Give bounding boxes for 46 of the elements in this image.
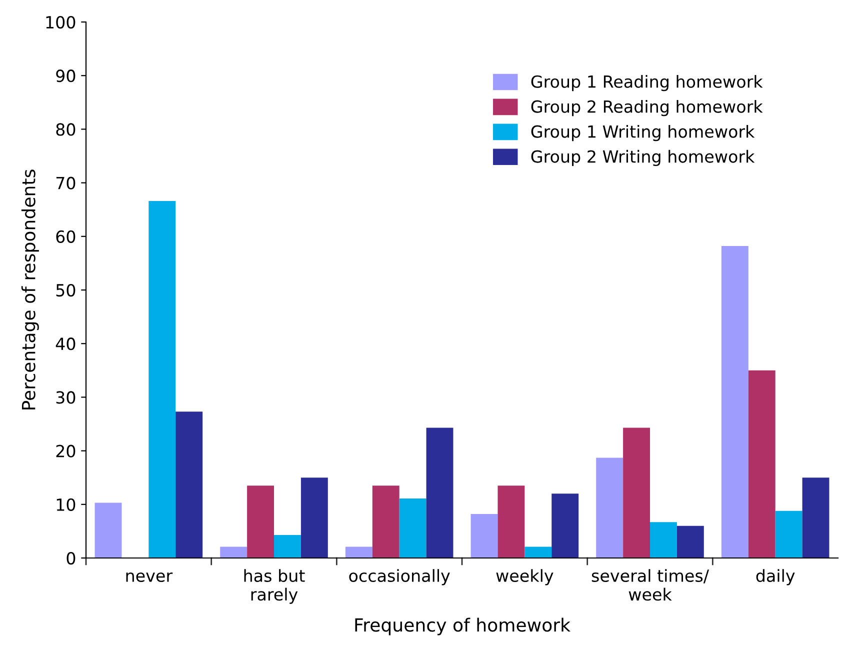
bar (470, 514, 498, 558)
legend-label: Group 1 Writing homework (531, 124, 755, 142)
bar (247, 486, 274, 558)
bar (274, 534, 301, 558)
y-tick-label: 30 (56, 391, 76, 404)
legend-label: Group 2 Writing homework (531, 150, 755, 166)
legend-label: Group 2 Reading homework (531, 100, 763, 116)
bar (721, 246, 748, 558)
y-tick-label: 100 (46, 16, 76, 29)
y-tick-label: 40 (56, 338, 76, 350)
y-tick-label: 50 (56, 284, 76, 297)
bar (220, 546, 248, 558)
y-tick-label: 0 (66, 552, 76, 565)
y-tick-label: 60 (56, 230, 76, 243)
bar (596, 458, 624, 558)
bar (372, 486, 400, 558)
bar (176, 412, 203, 558)
bar (650, 522, 677, 558)
bar (426, 428, 454, 558)
x-tick-label: never (126, 572, 173, 582)
bar (775, 510, 802, 558)
bar (148, 201, 176, 558)
bar (498, 486, 525, 558)
x-tick-label: occasionally (349, 569, 450, 586)
bar (94, 502, 122, 558)
legend-label: Group 1 Reading homework (531, 75, 763, 92)
x-tick-label: weekly (496, 569, 554, 586)
y-tick-label: 10 (56, 498, 76, 511)
bar (524, 546, 552, 558)
bar (345, 546, 372, 558)
bar (300, 478, 328, 558)
y-tick-label: 90 (56, 70, 76, 82)
y-tick-label: 80 (56, 123, 76, 136)
bar (802, 478, 830, 558)
y-tick-label: 20 (56, 444, 76, 458)
y-axis-title: Percentage of respondents (21, 170, 39, 410)
x-tick-label: has but rarely (244, 569, 305, 604)
x-tick-label: daily (756, 569, 795, 586)
bar (552, 494, 579, 558)
y-tick-label: 70 (56, 176, 76, 190)
bar (623, 428, 650, 558)
bar (676, 526, 704, 558)
bar (399, 498, 426, 558)
bar (748, 370, 776, 558)
x-axis-title: Frequency of homework (355, 618, 570, 636)
x-tick-label: several times/ week (592, 569, 709, 601)
